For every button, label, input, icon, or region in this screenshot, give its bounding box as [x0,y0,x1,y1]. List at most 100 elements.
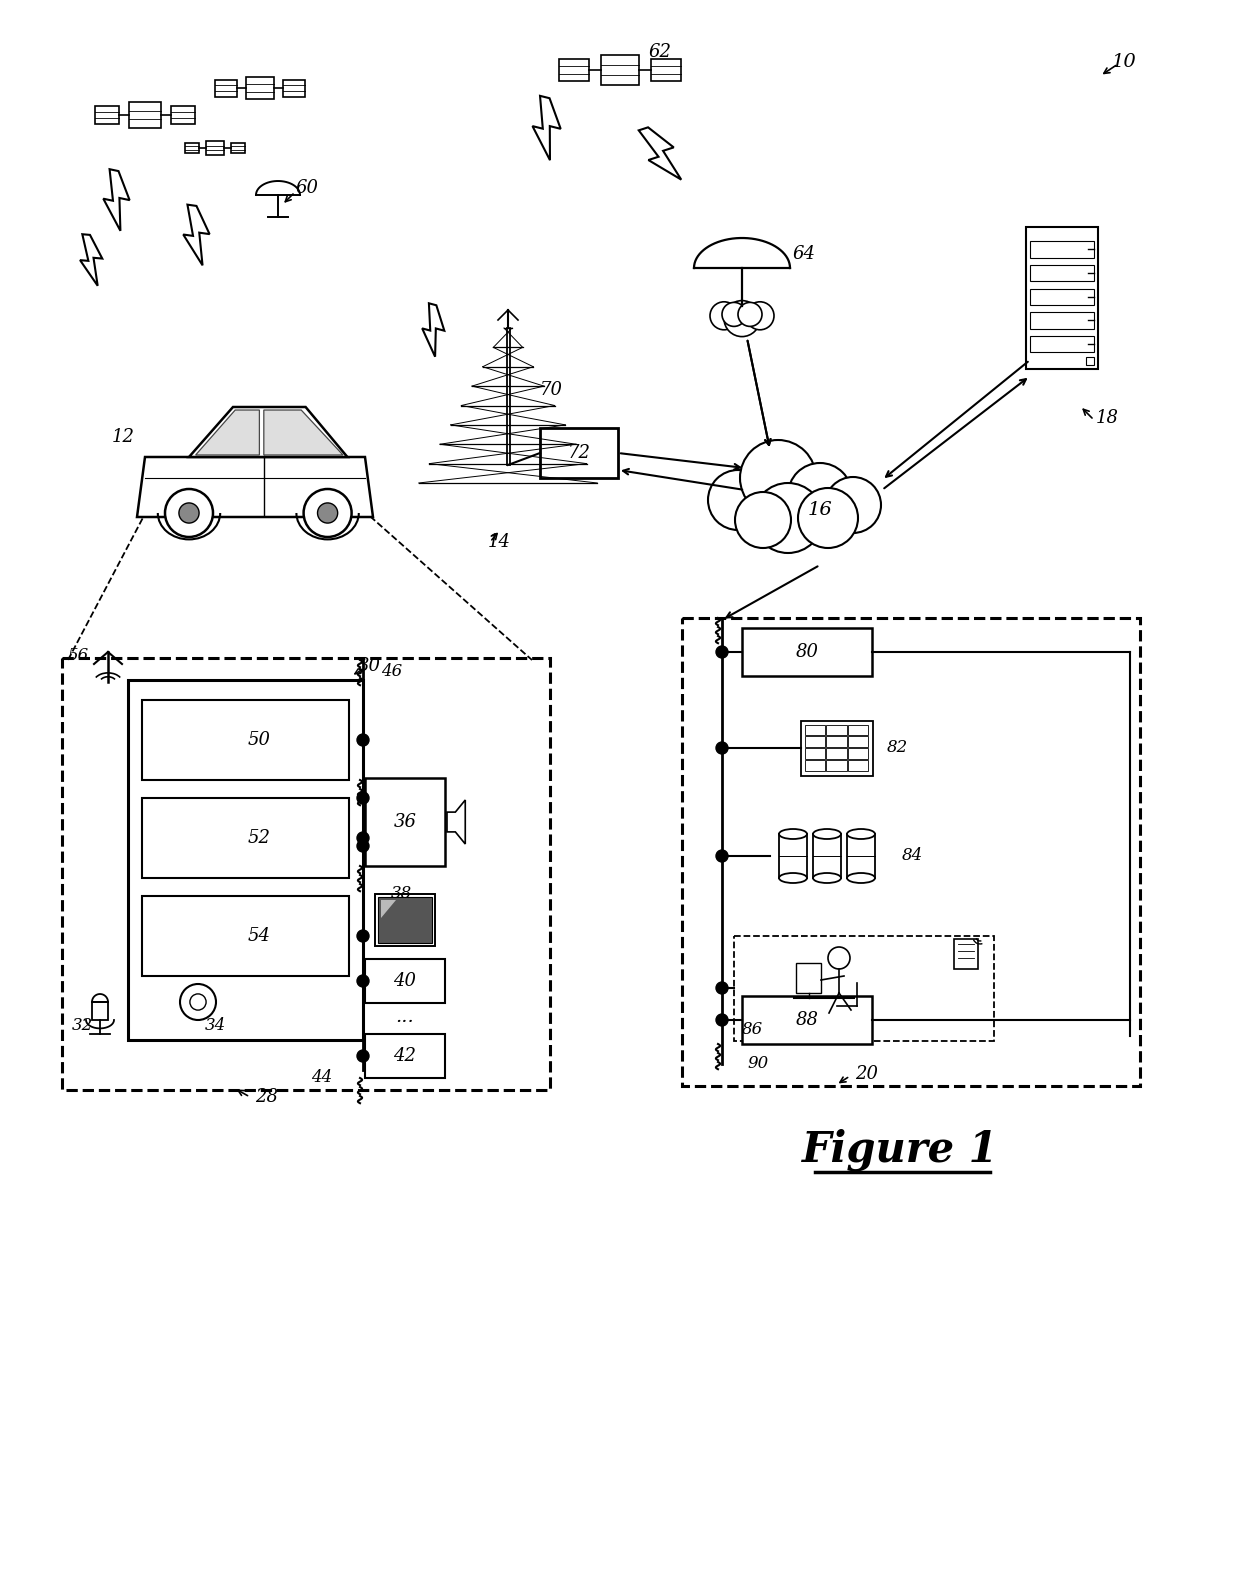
Circle shape [715,1014,728,1025]
Bar [826,736,847,747]
Text: 44: 44 [311,1070,332,1086]
Polygon shape [196,411,259,455]
Bar [805,724,826,736]
Bar [1030,288,1094,306]
Bar [539,428,618,478]
Polygon shape [103,169,130,231]
Text: 60: 60 [295,178,317,197]
Bar [129,102,161,127]
Text: 88: 88 [796,1011,818,1028]
Polygon shape [532,96,560,161]
Text: 72: 72 [568,444,590,462]
Bar [246,76,274,99]
Text: 18: 18 [1096,409,1118,427]
Circle shape [165,489,213,537]
Bar [365,958,445,1003]
Bar [826,724,847,736]
Bar [185,143,198,153]
Bar [1030,242,1094,258]
Circle shape [715,982,728,993]
Bar [231,143,246,153]
Bar [651,59,681,81]
Bar [1030,264,1094,282]
Polygon shape [639,127,681,180]
Bar [801,721,873,775]
Text: 56: 56 [68,646,89,664]
Bar [847,834,875,879]
Text: ...: ... [396,1008,414,1025]
Text: 42: 42 [393,1048,417,1065]
Bar [734,936,994,1041]
Text: 46: 46 [381,664,402,680]
Polygon shape [136,457,373,517]
Circle shape [357,1051,370,1062]
Ellipse shape [847,872,875,884]
Text: 50: 50 [248,731,270,748]
Bar [62,657,551,1091]
Circle shape [787,463,852,527]
Text: 84: 84 [901,847,924,864]
Text: 40: 40 [393,973,417,990]
Bar [848,724,868,736]
Bar [954,939,978,970]
Circle shape [740,439,816,516]
Text: 28: 28 [255,1087,278,1106]
Text: 82: 82 [887,740,908,756]
Text: 64: 64 [792,245,815,263]
Bar [206,142,224,154]
Bar [848,748,868,759]
Bar [742,997,872,1044]
Circle shape [317,503,337,524]
Polygon shape [381,899,396,919]
Circle shape [738,302,763,326]
Circle shape [825,478,880,533]
Circle shape [179,503,200,524]
Bar [1030,312,1094,330]
Bar [283,80,305,97]
Bar [143,700,348,780]
Bar [374,895,435,946]
Bar [215,80,237,97]
Polygon shape [446,801,465,844]
Circle shape [357,930,370,942]
Circle shape [735,492,791,548]
Circle shape [722,302,746,326]
Bar [682,618,1140,1086]
Bar [1030,336,1094,352]
Circle shape [304,489,352,537]
Text: 16: 16 [807,501,832,519]
Text: 70: 70 [539,380,563,400]
Polygon shape [264,411,343,455]
Circle shape [711,302,738,330]
Bar [796,963,821,993]
Bar [143,798,348,879]
Circle shape [715,742,728,755]
Ellipse shape [813,872,841,884]
Text: 32: 32 [72,1017,93,1033]
Bar [805,759,826,771]
Bar [143,896,348,976]
Circle shape [357,841,370,852]
Bar [95,107,119,124]
Bar [601,56,639,84]
Ellipse shape [779,829,807,839]
Bar [742,627,872,677]
Text: 14: 14 [489,533,511,551]
Circle shape [715,850,728,861]
Bar [92,1001,108,1020]
Circle shape [724,301,760,336]
Circle shape [357,974,370,987]
Text: 54: 54 [248,927,270,946]
Bar [559,59,589,81]
Bar [805,748,826,759]
Ellipse shape [813,829,841,839]
Polygon shape [81,234,102,287]
Polygon shape [422,304,444,357]
Circle shape [799,489,858,548]
Circle shape [708,470,768,530]
Bar [805,736,826,747]
Circle shape [357,791,370,804]
Text: 80: 80 [796,643,818,661]
Text: 12: 12 [112,428,135,446]
Circle shape [715,646,728,657]
